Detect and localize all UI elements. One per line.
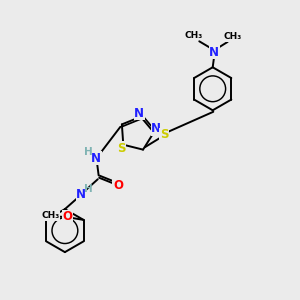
Text: N: N: [151, 122, 161, 135]
Text: S: S: [117, 142, 125, 155]
Text: CH₃: CH₃: [185, 31, 203, 40]
Text: S: S: [160, 128, 168, 141]
Text: CH₃: CH₃: [224, 32, 242, 41]
Text: N: N: [209, 46, 219, 59]
Text: O: O: [62, 210, 72, 224]
Text: N: N: [76, 188, 86, 201]
Text: CH₃: CH₃: [41, 212, 60, 220]
Text: O: O: [113, 179, 123, 192]
Text: H: H: [83, 184, 92, 194]
Text: N: N: [134, 107, 144, 120]
Text: N: N: [91, 152, 101, 165]
Text: H: H: [84, 147, 93, 157]
